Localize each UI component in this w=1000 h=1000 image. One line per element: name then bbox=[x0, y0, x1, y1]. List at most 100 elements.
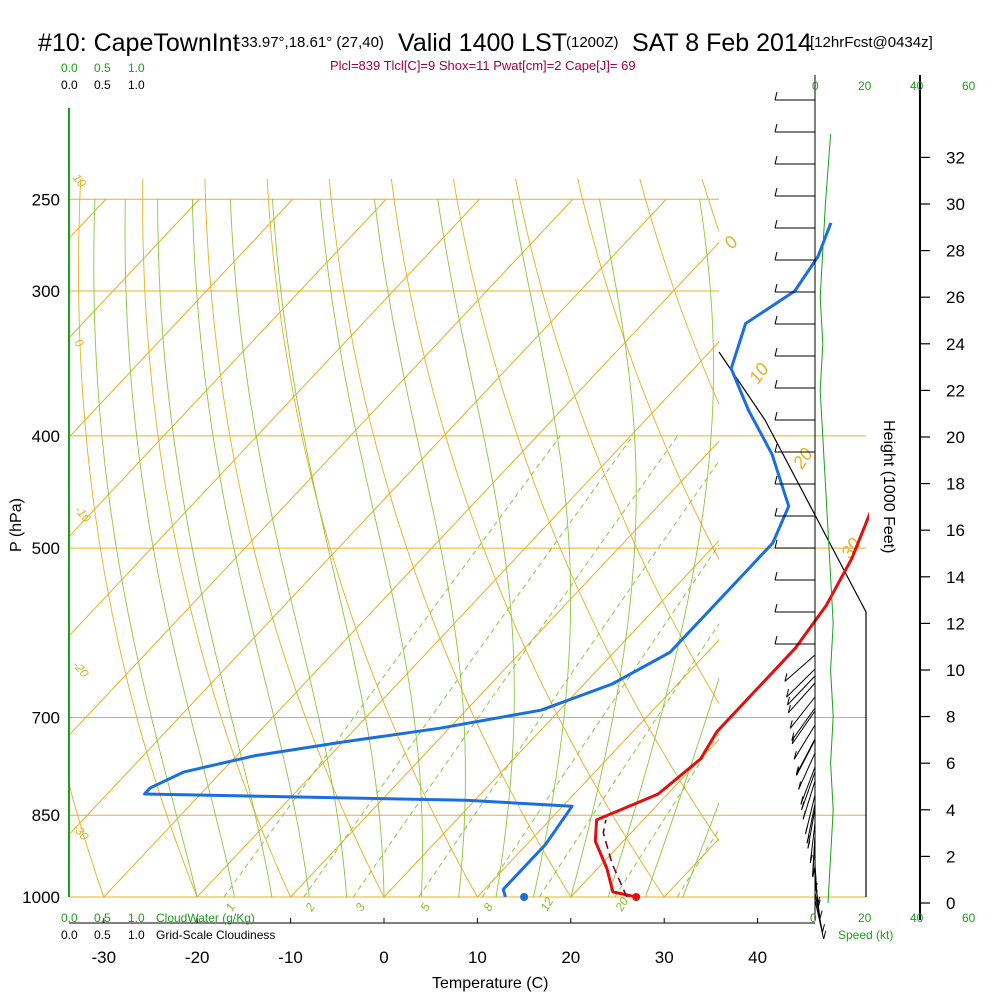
height-tick-14: 14 bbox=[946, 568, 965, 587]
temperature-tick-20: 20 bbox=[561, 948, 580, 967]
speed-scale-top-2: 40 bbox=[910, 79, 924, 93]
height-tick-24: 24 bbox=[946, 335, 965, 354]
wind-barb-feather bbox=[774, 283, 778, 293]
wind-barb-feather bbox=[791, 732, 795, 741]
isotherm-line bbox=[69, 198, 294, 438]
mixing-ratio-line bbox=[418, 460, 719, 897]
wind-barb bbox=[793, 724, 816, 760]
height-tick-32: 32 bbox=[946, 148, 965, 167]
isotherm-line bbox=[477, 639, 719, 897]
speed-scale-bottom-1: 20 bbox=[858, 911, 872, 925]
station-title: #10: CapeTownInt bbox=[38, 29, 240, 57]
wind-barb bbox=[798, 752, 816, 790]
height-tick-26: 26 bbox=[946, 288, 965, 307]
dry-adiabat-label: -30 bbox=[70, 821, 92, 844]
dry-adiabat-label: -20 bbox=[70, 658, 92, 681]
isobar-lines bbox=[69, 198, 866, 898]
cloudwater-scale-top-2: 1.0 bbox=[128, 61, 145, 75]
wind-barb-feather bbox=[786, 689, 790, 698]
height-tick-0: 0 bbox=[946, 894, 955, 913]
temperature-tick-10: 10 bbox=[468, 948, 487, 967]
pressure-tick-850: 850 bbox=[32, 806, 60, 825]
dry-adiabat bbox=[328, 178, 572, 897]
pressure-tick-1000: 1000 bbox=[22, 888, 60, 907]
pressure-tick-700: 700 bbox=[32, 708, 60, 727]
cloudiness-scale-top-1: 0.5 bbox=[94, 78, 111, 92]
wind-barb bbox=[791, 707, 816, 741]
height-tick-6: 6 bbox=[946, 754, 955, 773]
temperature-tick--30: -30 bbox=[92, 948, 117, 967]
wind-barb-feather bbox=[789, 720, 793, 729]
dry-adiabat bbox=[78, 178, 198, 897]
cloudiness-label: Grid-Scale Cloudiness bbox=[156, 928, 275, 942]
mixing-ratio-label: 8 bbox=[480, 900, 496, 913]
cloudiness-scale-top-2: 1.0 bbox=[128, 78, 145, 92]
dry-adiabat bbox=[390, 178, 665, 897]
wind-barb-feather bbox=[774, 219, 778, 229]
wind-barb-feather bbox=[774, 251, 778, 261]
height-tick-2: 2 bbox=[946, 847, 955, 866]
height-tick-28: 28 bbox=[946, 242, 965, 261]
cloudwater-scale-top-0: 0.0 bbox=[61, 61, 78, 75]
moist-adiabat bbox=[511, 199, 572, 897]
height-tick-18: 18 bbox=[946, 475, 965, 494]
moist-adiabat bbox=[319, 199, 423, 897]
surface-temperature-dot bbox=[632, 893, 641, 901]
pressure-axis-ticks: 250 300 400 500 700 850 1000 bbox=[22, 190, 60, 907]
zulu-time: (1200Z) bbox=[566, 34, 619, 51]
wind-barb-feather bbox=[774, 443, 778, 453]
dry-adiabat bbox=[452, 178, 719, 843]
temperature-tick-30: 30 bbox=[655, 948, 674, 967]
isotherm-line bbox=[383, 539, 719, 897]
speed-scale-bottom-3: 60 bbox=[962, 911, 976, 925]
wind-barb-feather bbox=[819, 910, 823, 919]
isotherm-label: 0 bbox=[720, 233, 742, 253]
dry-adiabat bbox=[142, 178, 292, 897]
height-tick-22: 22 bbox=[946, 381, 965, 400]
mixing-ratio-label: 2 bbox=[302, 900, 318, 914]
temperature-axis-label: Temperature (C) bbox=[432, 975, 548, 992]
height-tick-12: 12 bbox=[946, 614, 965, 633]
wind-barb-feather bbox=[821, 924, 825, 933]
mixing-ratio-lines bbox=[223, 435, 719, 897]
wind-barb-feather bbox=[812, 868, 816, 878]
height-tick-30: 30 bbox=[946, 195, 965, 214]
wind-barb bbox=[787, 675, 816, 706]
height-tick-16: 16 bbox=[946, 521, 965, 540]
height-tick-10: 10 bbox=[946, 661, 965, 680]
moist-adiabat bbox=[272, 199, 385, 897]
height-tick-4: 4 bbox=[946, 801, 955, 820]
wind-barb-feather bbox=[787, 704, 791, 713]
dry-adiabat-label: 10 bbox=[70, 171, 90, 190]
speed-scale-bottom-2: 40 bbox=[910, 911, 924, 925]
forecast-info: [12hrFcst@0434z] bbox=[810, 34, 933, 51]
pressure-tick-250: 250 bbox=[32, 190, 60, 209]
mixing-ratio-line bbox=[676, 828, 719, 897]
wind-barb-feather bbox=[774, 571, 778, 581]
mixing-ratio-label: 3 bbox=[352, 900, 368, 913]
isotherm-line bbox=[69, 198, 200, 339]
wind-speed-line bbox=[819, 134, 834, 904]
parcel-line bbox=[602, 819, 628, 897]
temperature-line bbox=[593, 511, 869, 897]
mixing-ratio-line bbox=[352, 435, 679, 897]
wind-barb-feather bbox=[774, 187, 778, 197]
sounding-series bbox=[143, 222, 869, 897]
wind-barb-feather bbox=[800, 796, 804, 805]
wind-barbs bbox=[774, 91, 827, 940]
mixing-ratio-line bbox=[538, 622, 719, 897]
wind-barb-feather bbox=[774, 539, 778, 549]
cloudwater-scale-top-1: 0.5 bbox=[94, 61, 111, 75]
moist-adiabat-lines bbox=[93, 199, 719, 897]
wind-barb bbox=[784, 654, 816, 682]
wind-barb bbox=[787, 682, 816, 714]
dry-adiabat bbox=[266, 178, 478, 897]
wind-barb-feather bbox=[806, 835, 810, 844]
wind-barb bbox=[791, 710, 816, 745]
moist-adiabat bbox=[93, 199, 198, 897]
dry-adiabat bbox=[577, 178, 719, 561]
dry-adiabat-lines bbox=[69, 178, 719, 897]
height-axis-label: Height (1000 Feet) bbox=[880, 420, 897, 553]
